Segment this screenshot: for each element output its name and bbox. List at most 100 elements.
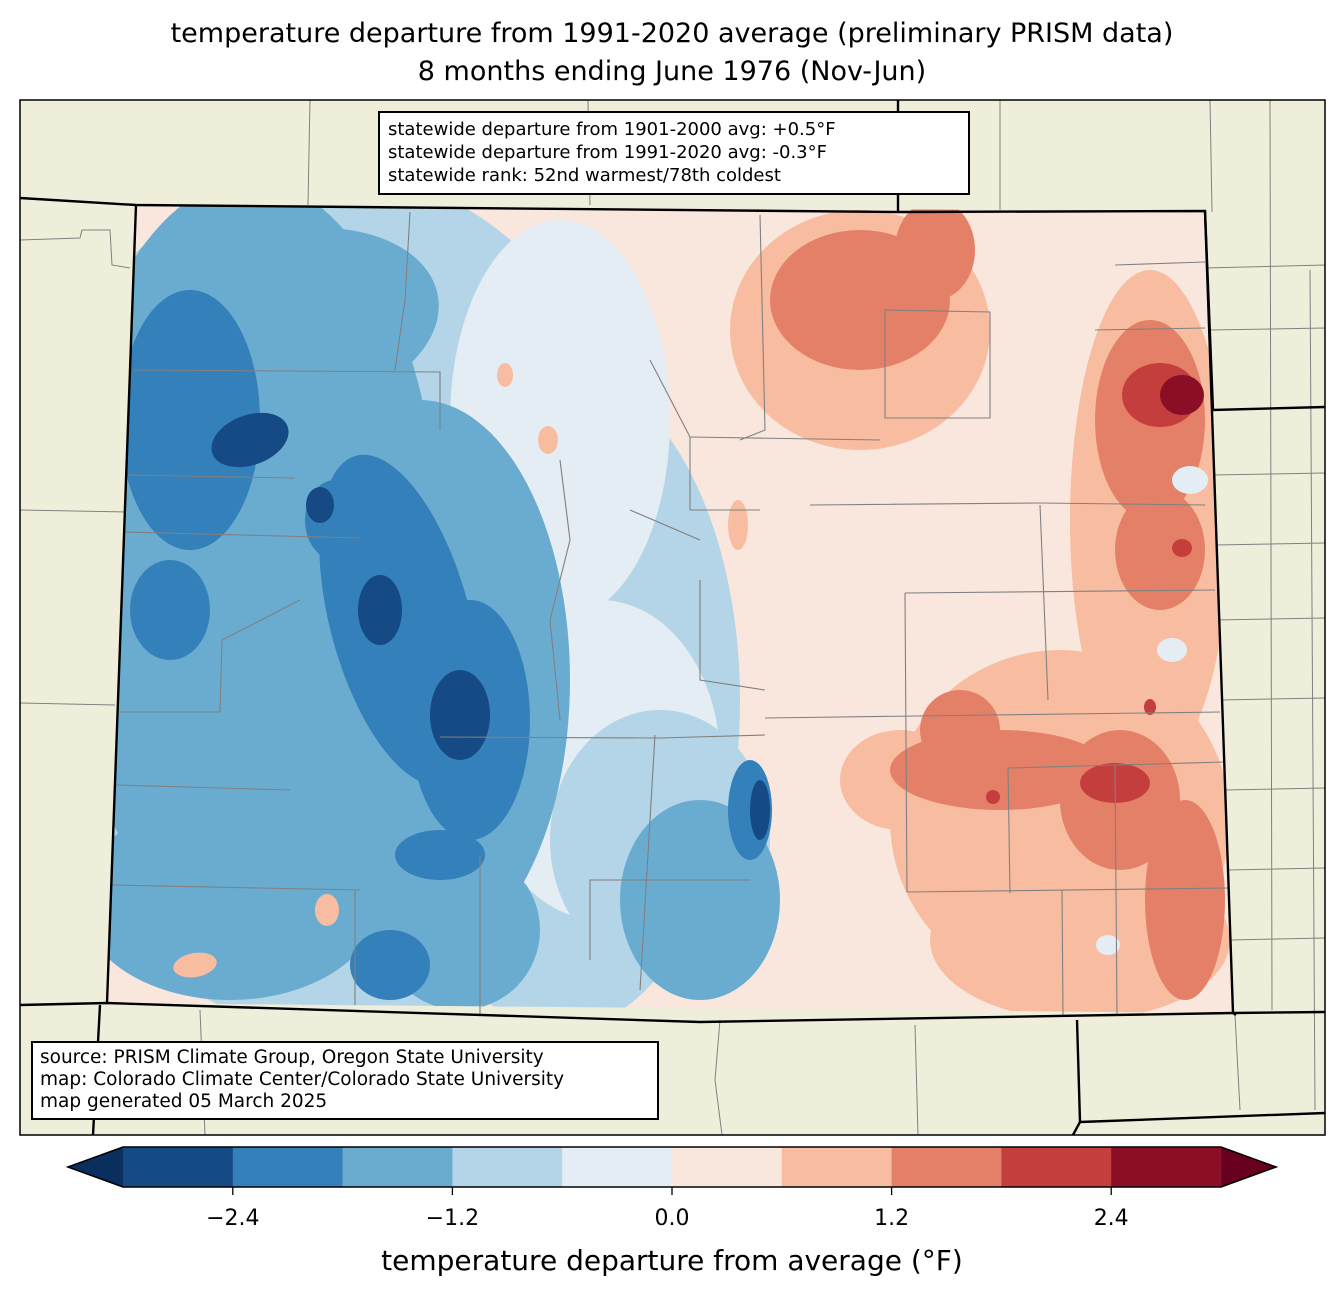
colorbar-extend-max [1221, 1147, 1276, 1187]
county-line [689, 436, 881, 441]
contour-region [750, 780, 770, 840]
neighbor-county-line [1229, 937, 1325, 941]
contour-region [306, 487, 334, 523]
contour-region [315, 894, 339, 926]
county-line [904, 592, 908, 893]
colorbar-tick-label: 1.2 [874, 1206, 910, 1231]
county-line [809, 502, 1206, 506]
contour-fills [107, 205, 1233, 1013]
county-line [1007, 761, 1226, 769]
county-line [1061, 889, 1064, 1016]
neighbor-county-line [307, 100, 311, 206]
county-line [109, 884, 361, 891]
neighbor-county-line [20, 509, 129, 513]
colorbar-outline [65, 1146, 1279, 1188]
neighbor-county-line [914, 1024, 919, 1135]
county-line [127, 474, 296, 479]
county-line [629, 509, 701, 541]
contour-region [986, 790, 1000, 804]
neighbor-county-line [1214, 617, 1325, 621]
colorbar-tick-label: 2.4 [1093, 1206, 1129, 1231]
source-credit-box: source: PRISM Climate Group, Oregon Stat… [31, 1041, 659, 1120]
stat-line-1901-2000: statewide departure from 1901-2000 avg: … [388, 119, 836, 140]
county-borders [109, 211, 1231, 1016]
colorbar-swatch [342, 1147, 453, 1187]
neighbor-county-line [1214, 542, 1325, 546]
county-line [120, 599, 301, 713]
neighbor-county-line [1224, 787, 1325, 791]
map-frame [19, 99, 1326, 1136]
county-line [649, 359, 691, 438]
contour-region [895, 205, 975, 300]
state-borders [20, 100, 1325, 1135]
neighbor-county-line [1234, 1014, 1241, 1111]
contour-region [120, 290, 260, 550]
contour-region [173, 952, 217, 978]
contour-region [430, 670, 490, 760]
contour-region [1145, 800, 1225, 1000]
county-line [549, 459, 571, 721]
colorbar-extend-min [68, 1147, 123, 1187]
source-line: source: PRISM Climate Group, Oregon Stat… [40, 1047, 544, 1068]
stat-line-1991-2020: statewide departure from 1991-2020 avg: … [388, 142, 827, 163]
colorbar-swatch [232, 1147, 344, 1187]
county-line [739, 214, 766, 441]
county-line [906, 887, 1231, 893]
county-line [123, 531, 361, 539]
state-border-line [20, 1001, 1325, 1024]
neighbor-county-line [1269, 100, 1273, 1011]
neighbor-county-line [1209, 100, 1213, 213]
generated-date-line: map generated 05 March 2025 [40, 1091, 328, 1112]
neighbor-county-line [714, 1019, 723, 1135]
contour-region [130, 560, 210, 660]
colorbar-swatch [672, 1147, 783, 1187]
county-line [115, 784, 291, 791]
neighbor-county-line [1309, 269, 1316, 1111]
contour-region [1172, 466, 1208, 494]
contour-region [1115, 490, 1205, 610]
contour-region [1172, 539, 1192, 557]
contour-region [107, 800, 380, 1000]
neighbor-county-line [20, 229, 131, 269]
state-border-line [1203, 210, 1235, 1014]
county-line [1094, 327, 1206, 331]
colorbar-swatch [1111, 1147, 1222, 1187]
contour-region [358, 575, 402, 645]
contour-region [1096, 935, 1120, 955]
county-line [764, 711, 1221, 719]
contour-region [1157, 638, 1187, 662]
county-line [884, 309, 991, 419]
neighbor-county-line [1212, 472, 1325, 476]
colorbar-swatch [123, 1147, 234, 1187]
colorbar-swatch [562, 1147, 673, 1187]
colorbar-label: temperature departure from average (°F) [381, 1244, 963, 1277]
state-border-line [1232, 1012, 1237, 1016]
county-line [689, 437, 760, 511]
county-line [1007, 767, 1011, 894]
map-credit-line: map: Colorado Climate Center/Colorado St… [40, 1069, 565, 1090]
contour-region [497, 363, 513, 387]
contour-region [395, 830, 485, 880]
state-border-line [105, 204, 138, 1004]
county-line [639, 734, 656, 991]
colorbar-swatch [781, 1147, 893, 1187]
colorbar-swatch [452, 1147, 563, 1187]
county-line [589, 879, 750, 960]
county-line [1114, 261, 1206, 266]
colorbar-tick-label: 0.0 [654, 1206, 690, 1231]
colorbar-swatch [1001, 1147, 1112, 1187]
stat-line-rank: statewide rank: 52nd warmest/78th coldes… [388, 165, 781, 186]
neighbor-county-line [1219, 697, 1325, 701]
neighbor-county-line [20, 702, 116, 706]
contour-region [1160, 375, 1204, 415]
county-line [439, 734, 766, 739]
contour-region [1144, 699, 1156, 715]
colorbar-swatch [891, 1147, 1002, 1187]
county-line [132, 369, 441, 430]
statewide-stats-box: statewide departure from 1901-2000 avg: … [378, 111, 970, 195]
county-line [1039, 504, 1049, 701]
neighbor-county-line [1209, 327, 1325, 331]
contour-region [350, 930, 430, 1000]
county-line [394, 211, 411, 371]
